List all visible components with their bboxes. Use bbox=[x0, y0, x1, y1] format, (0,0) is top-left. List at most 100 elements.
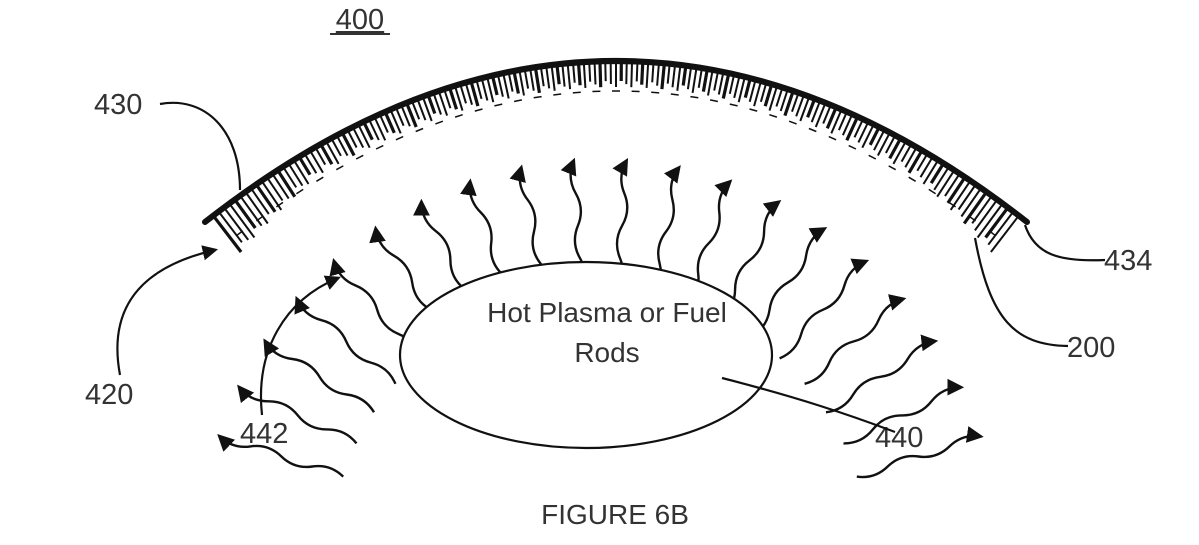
hatch-stroke bbox=[776, 89, 782, 106]
hatch-stroke bbox=[482, 80, 487, 100]
hatch-stroke bbox=[472, 83, 478, 106]
ref-200-label: 200 bbox=[1067, 332, 1115, 364]
hatch-stroke bbox=[504, 75, 509, 98]
hatch-stroke bbox=[937, 172, 953, 197]
hatch-stroke bbox=[536, 69, 540, 93]
hatch-stroke bbox=[708, 72, 712, 96]
hatch-block-edge bbox=[236, 231, 242, 236]
hatch-stroke bbox=[924, 162, 938, 184]
hatch-stroke bbox=[750, 82, 755, 102]
hatch-stroke bbox=[493, 78, 497, 96]
hatch-stroke bbox=[514, 73, 518, 94]
hatch-stroke bbox=[754, 83, 760, 106]
hatch-stroke bbox=[673, 66, 675, 87]
hatch-stroke bbox=[642, 64, 643, 85]
hatch-stroke bbox=[699, 70, 702, 88]
hatch-stroke bbox=[739, 79, 745, 102]
hatch-stroke bbox=[397, 109, 404, 126]
hatch-stroke bbox=[450, 89, 456, 109]
hatch-stroke bbox=[295, 162, 309, 184]
hatch-stroke bbox=[734, 78, 739, 98]
hatch-block-edge bbox=[494, 104, 502, 106]
hatch-stroke bbox=[959, 186, 975, 210]
hatch-stroke bbox=[595, 63, 596, 84]
hatch-stroke bbox=[546, 68, 549, 89]
hatched-wall-band bbox=[214, 63, 1017, 252]
hatch-stroke bbox=[723, 75, 728, 98]
hatch-block-edge bbox=[475, 109, 483, 111]
figure-caption: FIGURE 6B bbox=[541, 499, 689, 530]
hatch-block-edge bbox=[336, 166, 343, 170]
radiation-wave-arrow bbox=[780, 261, 866, 358]
hatch-stroke bbox=[761, 85, 766, 102]
ref-430-label: 430 bbox=[94, 89, 142, 121]
hatch-stroke bbox=[584, 64, 586, 88]
hatch-block-edge bbox=[435, 121, 443, 124]
radiation-wave-arrow bbox=[826, 341, 935, 412]
hatch-stroke bbox=[557, 66, 559, 84]
hatch-stroke bbox=[290, 165, 303, 186]
hatch-stroke bbox=[693, 69, 697, 93]
ref-420-label: 420 bbox=[85, 379, 133, 411]
hatch-stroke bbox=[765, 86, 771, 106]
hatch-stroke bbox=[279, 172, 295, 197]
hatch-block-edge bbox=[671, 94, 679, 95]
hatch-block-edge bbox=[750, 109, 758, 111]
core-label-line1: Hot Plasma or Fuel bbox=[487, 297, 727, 328]
hatch-stroke bbox=[552, 67, 555, 91]
hatch-block-edge bbox=[514, 100, 522, 102]
hatch-stroke bbox=[688, 68, 691, 89]
hatch-block-edge bbox=[376, 146, 383, 149]
hatch-block-edge bbox=[789, 121, 797, 124]
hatch-stroke bbox=[541, 68, 544, 86]
hatch-stroke bbox=[657, 65, 659, 86]
hatch-block-edge bbox=[455, 115, 463, 117]
hatch-stroke bbox=[945, 175, 959, 196]
ref-434-leader bbox=[1025, 225, 1105, 260]
hatch-block-edge bbox=[710, 100, 718, 102]
hatch-block-edge bbox=[730, 104, 738, 106]
hatch-stroke bbox=[573, 65, 575, 83]
hatch-block-edge bbox=[416, 129, 423, 132]
hatch-stroke bbox=[520, 72, 524, 96]
ref-420-leader bbox=[117, 250, 215, 375]
hatch-stroke bbox=[792, 95, 798, 112]
hatch-stroke bbox=[839, 114, 846, 130]
hatch-block-edge bbox=[909, 177, 916, 181]
hatch-block-edge bbox=[869, 155, 876, 159]
hatch-stroke bbox=[477, 82, 482, 99]
hatch-stroke bbox=[730, 76, 734, 94]
hatch-stroke bbox=[934, 168, 948, 190]
hatch-stroke bbox=[563, 66, 565, 87]
hatch-block-edge bbox=[651, 92, 659, 93]
hatch-stroke bbox=[268, 179, 283, 201]
hatch-stroke bbox=[909, 152, 921, 173]
hatch-stroke bbox=[257, 186, 275, 212]
hatch-stroke bbox=[273, 175, 288, 198]
hatch-stroke bbox=[637, 63, 638, 81]
hatch-block-edge bbox=[573, 92, 581, 93]
hatch-block-edge bbox=[829, 137, 836, 140]
hatch-block-edge bbox=[690, 97, 698, 98]
hatch-block-edge bbox=[849, 146, 856, 149]
hatch-block-edge bbox=[396, 137, 403, 140]
hatch-stroke bbox=[631, 63, 632, 87]
hatch-stroke bbox=[948, 179, 964, 203]
hatch-block-edge bbox=[356, 155, 363, 159]
radiation-wave-arrow bbox=[297, 299, 396, 384]
hatch-stroke bbox=[568, 65, 570, 89]
hatch-stroke bbox=[445, 91, 451, 108]
hatch-block-edge bbox=[769, 115, 777, 117]
hatch-stroke bbox=[719, 74, 723, 95]
ref-434-label: 434 bbox=[1104, 245, 1152, 277]
hatch-stroke bbox=[745, 80, 750, 98]
radiation-wave-arrow bbox=[265, 341, 374, 412]
hatch-stroke bbox=[461, 86, 466, 103]
hatch-stroke bbox=[668, 66, 670, 84]
hatch-stroke bbox=[652, 64, 653, 82]
hatch-stroke bbox=[429, 97, 435, 114]
ref-430-leader bbox=[160, 103, 240, 190]
hatch-block-edge bbox=[889, 166, 896, 170]
hatch-stroke bbox=[808, 101, 814, 118]
hatch-stroke bbox=[662, 65, 664, 89]
